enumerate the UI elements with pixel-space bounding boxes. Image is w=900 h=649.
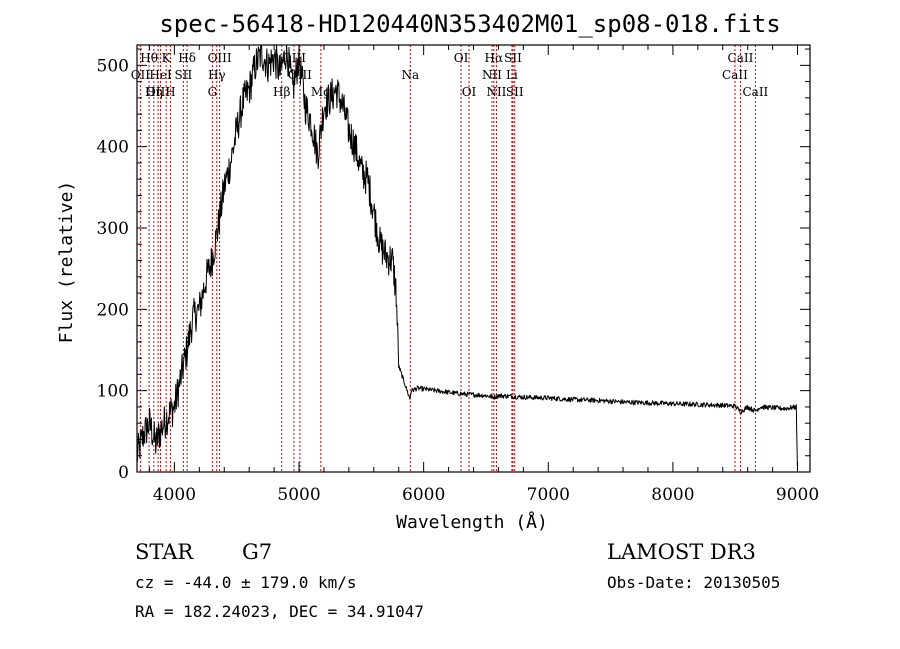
ra-dec-coordinates: RA = 182.24023, DEC = 34.91047	[135, 602, 424, 621]
y-tick-label-1: 100	[97, 382, 129, 402]
line-label-21: NII	[486, 85, 506, 99]
line-label-5: Hη	[145, 85, 163, 99]
line-label-16: Na	[401, 68, 419, 82]
line-label-4: HeI	[149, 68, 172, 82]
redshift-cz: cz = -44.0 ± 179.0 km/s	[135, 573, 357, 592]
line-label-20: NII	[482, 68, 502, 82]
line-label-12: Hβ	[273, 85, 290, 99]
y-tick-label-0: 0	[118, 463, 129, 483]
object-type: STAR	[135, 540, 194, 564]
line-label-17: OI	[454, 51, 469, 65]
line-label-1: OII	[131, 68, 151, 82]
line-label-13: OIII	[282, 51, 306, 65]
x-tick-label-2: 6000	[402, 485, 445, 505]
line-label-3: K	[162, 51, 172, 65]
line-label-23: Li	[506, 68, 518, 82]
y-tick-label-4: 400	[97, 138, 129, 158]
line-label-18: OI	[462, 85, 477, 99]
y-axis-label: Flux (relative)	[56, 181, 77, 344]
x-tick-label-3: 7000	[527, 485, 570, 505]
line-label-2: OIII	[146, 85, 170, 99]
survey-name: LAMOST DR3	[607, 540, 756, 564]
line-label-25: CaII	[728, 51, 754, 65]
x-axis-label: Wavelength (Å)	[396, 511, 548, 533]
line-label-22: SII	[504, 51, 522, 65]
x-tick-label-5: 9000	[776, 485, 819, 505]
spectral-line-markers	[139, 45, 756, 472]
spectrum-line	[136, 44, 798, 473]
line-label-19: Hα	[485, 51, 504, 65]
line-label-8: H	[165, 85, 175, 99]
line-label-6: Hδ	[178, 51, 196, 65]
observation-date: Obs-Date: 20130505	[607, 573, 780, 592]
x-tick-label-0: 4000	[153, 485, 196, 505]
line-label-24: SII	[506, 85, 524, 99]
spectral-subclass: G7	[242, 540, 272, 564]
y-tick-label-3: 300	[97, 219, 129, 239]
line-label-27: CaII	[742, 85, 768, 99]
x-axis-ticks: 4000 5000 6000 7000 8000 9000	[148, 45, 819, 505]
line-label-15: Mg	[311, 85, 331, 99]
line-label-10: Hγ	[208, 68, 226, 82]
x-tick-label-4: 8000	[651, 485, 694, 505]
line-label-7: SII	[175, 68, 193, 82]
y-axis-ticks: 0 100 200 300 400 500	[97, 48, 810, 483]
line-label-26: CaII	[722, 68, 748, 82]
line-label-11: G	[208, 85, 218, 99]
x-tick-label-1: 5000	[277, 485, 320, 505]
y-tick-label-2: 200	[97, 300, 129, 320]
y-tick-label-5: 500	[97, 56, 129, 76]
chart-title: spec-56418-HD120440N353402M01_sp08-018.f…	[159, 10, 780, 38]
line-label-0: Hθ	[140, 51, 158, 65]
plot-frame	[136, 44, 811, 473]
line-label-9: OIII	[208, 51, 232, 65]
